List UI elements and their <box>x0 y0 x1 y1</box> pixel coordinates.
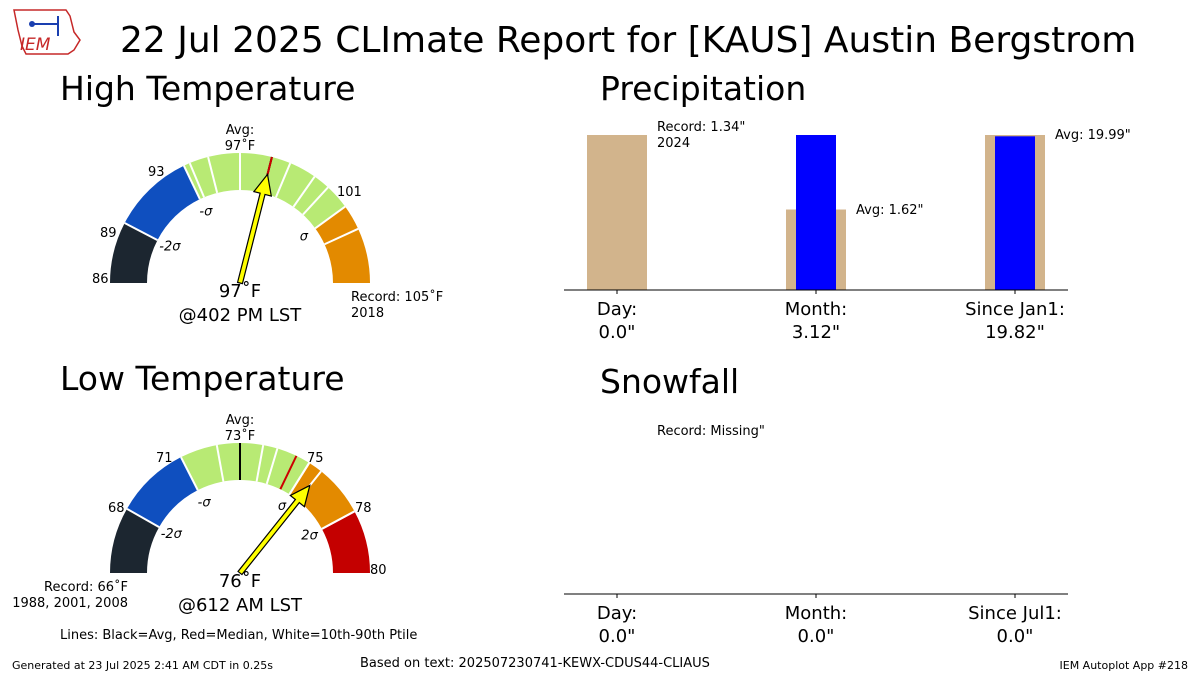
gauge-band <box>126 457 198 528</box>
band-divider <box>180 456 199 491</box>
category-label: Since Jul1: <box>968 603 1062 624</box>
gauge-band <box>180 443 310 495</box>
generated-timestamp: Generated at 23 Jul 2025 2:41 AM CDT in … <box>12 659 273 672</box>
gauge-band <box>110 508 160 573</box>
iowa-outline-icon <box>13 9 81 55</box>
category-value: 0.0" <box>798 626 835 647</box>
gauge-band <box>324 228 370 283</box>
tick-label: 71 <box>156 451 173 466</box>
gauge-band <box>315 206 359 245</box>
avg-label: Avg: <box>226 123 254 138</box>
tick-label: 68 <box>108 501 125 516</box>
iem-logo: IEM <box>13 9 81 55</box>
band-divider <box>324 227 359 246</box>
snowfall-title: Snowfall <box>600 362 740 401</box>
tick-label: 86 <box>92 272 109 287</box>
band-divider <box>124 222 158 241</box>
tick-label: 101 <box>337 185 362 200</box>
record-years: 2018 <box>351 306 384 321</box>
tick-label: 93 <box>148 165 165 180</box>
category-label: Since Jan1: <box>965 299 1065 320</box>
record-annotation: Record: 1.34" <box>657 120 745 135</box>
record-annotation: Record: Missing" <box>657 424 765 439</box>
logo-text: IEM <box>20 35 51 55</box>
percentile-line <box>255 444 265 482</box>
avg-value: 97˚F <box>225 138 256 154</box>
sigma-label: -2σ <box>161 527 183 542</box>
page-title: 22 Jul 2025 CLImate Report for [KAUS] Au… <box>120 20 1137 61</box>
precip-title: Precipitation <box>600 69 807 108</box>
observed-time: @402 PM LST <box>179 305 303 326</box>
tick-label: 89 <box>100 226 117 241</box>
source-text: Based on text: 202507230741-KEWX-CDUS44-… <box>360 656 710 671</box>
category-value: 19.82" <box>985 322 1045 343</box>
record-bar <box>587 135 647 290</box>
lines-legend: Lines: Black=Avg, Red=Median, White=10th… <box>60 628 418 643</box>
sigma-label: 2σ <box>301 529 318 544</box>
low-temp-gauge: 68 71 75 78 80 -2σ -σ σ 2σ Avg: 73˚F 76˚F @… <box>12 413 387 616</box>
high-temp-gauge: 86 89 93 101 -2σ -σ σ Avg: 97˚F 97˚F @402 … <box>92 123 443 326</box>
observed-bar <box>796 135 836 290</box>
gauge-band <box>321 511 370 573</box>
year-avg-annotation: Avg: 19.99" <box>1055 128 1131 143</box>
sigma-label: -σ <box>198 496 212 511</box>
sigma-label: -2σ <box>159 240 181 255</box>
category-value: 3.12" <box>792 322 840 343</box>
needle-arrow <box>237 484 311 576</box>
category-label: Month: <box>785 603 847 624</box>
record-years: 1988, 2001, 2008 <box>12 596 128 611</box>
high-temp-title: High Temperature <box>60 69 356 108</box>
band-divider <box>288 462 311 495</box>
band-divider <box>182 165 201 200</box>
percentile-line <box>207 156 219 194</box>
app-label: IEM Autoplot App #218 <box>1059 659 1189 672</box>
precip-chart: Day: 0.0" Month: 3.12" Since Jan1: 19.82… <box>564 120 1131 343</box>
month-avg-annotation: Avg: 1.62" <box>856 203 924 218</box>
sigma-label: -σ <box>199 205 213 220</box>
sigma-label: σ <box>278 499 287 514</box>
needle-arrow <box>236 173 273 285</box>
observed-value: 97˚F <box>219 281 261 302</box>
band-divider <box>314 205 346 230</box>
category-value: 0.0" <box>599 322 636 343</box>
observed-time: @612 AM LST <box>178 595 303 616</box>
sigma-label: σ <box>300 230 309 245</box>
band-divider <box>321 510 355 530</box>
percentile-line <box>275 162 292 198</box>
avg-label: Avg: <box>226 413 254 428</box>
observed-value: 76˚F <box>219 571 261 592</box>
category-value: 0.0" <box>599 626 636 647</box>
record-label: Record: 105˚F <box>351 289 443 305</box>
avg-value: 73˚F <box>225 428 256 444</box>
percentile-line <box>265 448 279 485</box>
snowfall-chart: Day: 0.0" Month: 0.0" Since Jul1: 0.0" R… <box>564 424 1068 647</box>
percentile-line <box>292 176 316 208</box>
category-label: Day: <box>597 603 637 624</box>
percentile-line <box>188 162 205 198</box>
category-label: Day: <box>597 299 637 320</box>
tick-label: 80 <box>370 563 387 578</box>
gauge-band <box>289 462 355 529</box>
record-year-annotation: 2024 <box>657 136 690 151</box>
percentile-line <box>302 186 329 216</box>
band-divider <box>126 507 160 528</box>
category-value: 0.0" <box>997 626 1034 647</box>
tick-label: 78 <box>355 501 372 516</box>
category-label: Month: <box>785 299 847 320</box>
record-label: Record: 66˚F <box>44 579 128 595</box>
low-temp-title: Low Temperature <box>60 359 345 398</box>
median-line <box>279 455 298 490</box>
percentile-line <box>215 444 225 482</box>
observed-bar <box>995 136 1035 290</box>
tick-label: 75 <box>307 451 324 466</box>
gauge-band <box>110 223 158 283</box>
gauge-band <box>124 165 200 241</box>
